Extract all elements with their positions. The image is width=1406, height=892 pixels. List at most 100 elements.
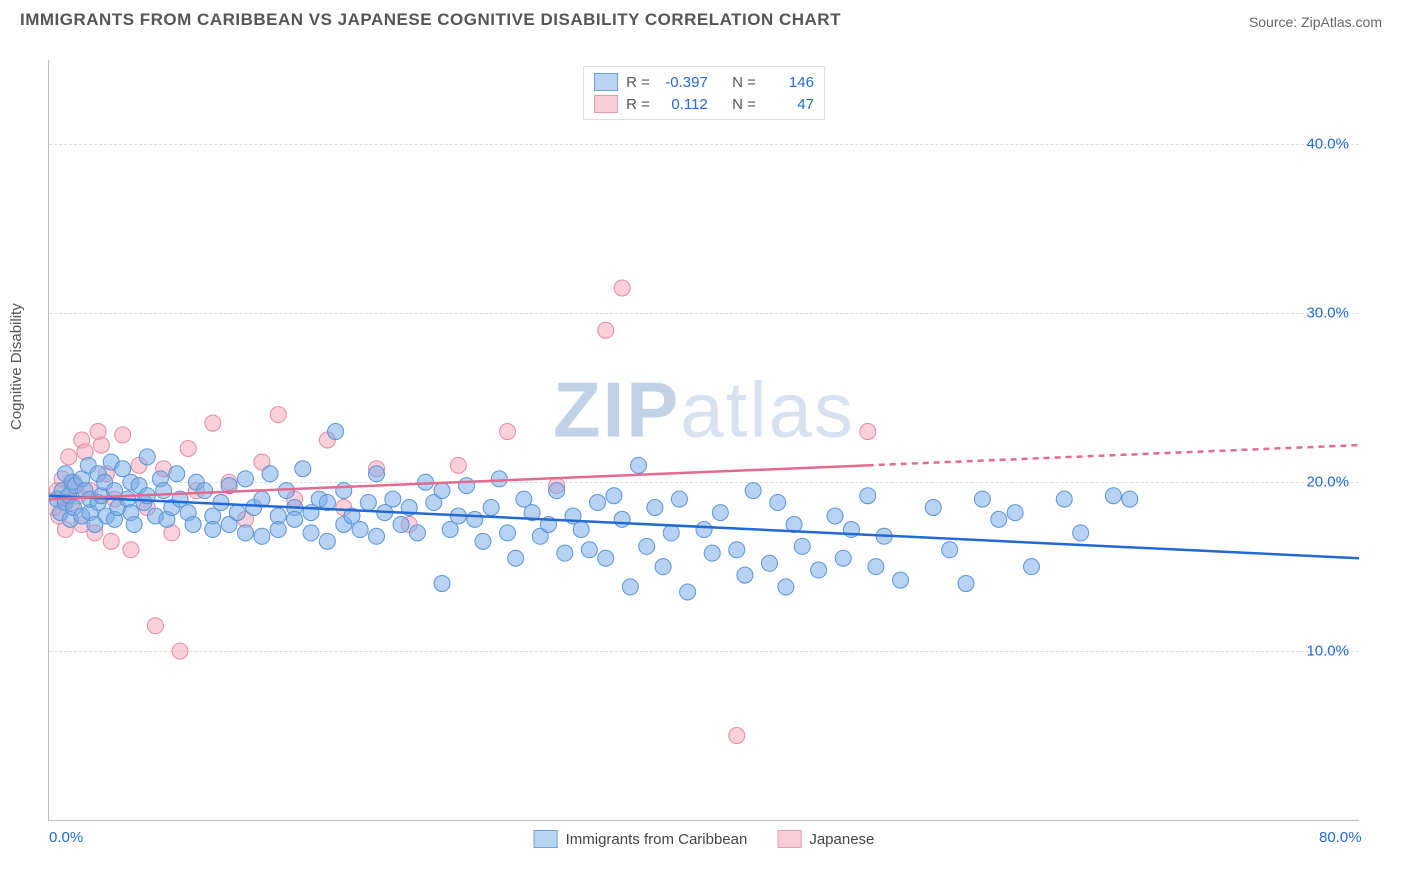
data-point: [205, 415, 221, 431]
data-point: [942, 542, 958, 558]
data-point: [1073, 525, 1089, 541]
data-point: [393, 516, 409, 532]
data-point: [762, 555, 778, 571]
scatter-plot: [49, 60, 1359, 820]
data-point: [893, 572, 909, 588]
data-point: [295, 461, 311, 477]
n-label: N =: [732, 96, 756, 113]
data-point: [1007, 505, 1023, 521]
legend-label: Immigrants from Caribbean: [566, 831, 748, 848]
data-point: [205, 522, 221, 538]
data-point: [729, 728, 745, 744]
data-point: [180, 440, 196, 456]
data-point: [1056, 491, 1072, 507]
data-point: [581, 542, 597, 558]
data-point: [270, 407, 286, 423]
data-point: [663, 525, 679, 541]
data-point: [639, 538, 655, 554]
data-point: [434, 576, 450, 592]
data-point: [835, 550, 851, 566]
data-point: [123, 542, 139, 558]
legend-stats: R = -0.397 N = 146 R =0.112 N =47: [583, 66, 825, 120]
data-point: [115, 427, 131, 443]
data-point: [868, 559, 884, 575]
data-point: [680, 584, 696, 600]
data-point: [712, 505, 728, 521]
data-point: [1024, 559, 1040, 575]
data-point: [745, 483, 761, 499]
x-tick-label: 0.0%: [49, 829, 83, 846]
data-point: [93, 437, 109, 453]
data-point: [169, 466, 185, 482]
n-value: 146: [764, 74, 814, 91]
r-value: -0.397: [658, 74, 708, 91]
legend-series: Immigrants from Caribbean Japanese: [534, 830, 875, 848]
legend-label: Japanese: [809, 831, 874, 848]
data-point: [61, 449, 77, 465]
data-point: [860, 488, 876, 504]
legend-stat-row: R = -0.397 N = 146: [594, 71, 814, 93]
data-point: [352, 522, 368, 538]
data-point: [262, 466, 278, 482]
x-tick-label: 80.0%: [1319, 829, 1362, 846]
legend-swatch: [594, 95, 618, 113]
data-point: [614, 280, 630, 296]
data-point: [229, 505, 245, 521]
data-point: [450, 457, 466, 473]
data-point: [827, 508, 843, 524]
data-point: [409, 525, 425, 541]
data-point: [811, 562, 827, 578]
data-point: [156, 483, 172, 499]
data-point: [254, 528, 270, 544]
data-point: [925, 500, 941, 516]
data-point: [434, 483, 450, 499]
data-point: [991, 511, 1007, 527]
data-point: [557, 545, 573, 561]
data-point: [794, 538, 810, 554]
data-point: [508, 550, 524, 566]
data-point: [238, 471, 254, 487]
data-point: [369, 466, 385, 482]
data-point: [737, 567, 753, 583]
r-label: R =: [626, 74, 650, 91]
data-point: [360, 494, 376, 510]
legend-stat-row: R =0.112 N =47: [594, 93, 814, 115]
chart-area: 10.0%20.0%30.0%40.0% 0.0%80.0% ZIPatlas …: [48, 60, 1359, 821]
n-label: N =: [732, 74, 756, 91]
data-point: [549, 483, 565, 499]
data-point: [238, 525, 254, 541]
data-point: [103, 533, 119, 549]
data-point: [671, 491, 687, 507]
legend-swatch: [534, 830, 558, 848]
data-point: [197, 483, 213, 499]
legend-swatch: [594, 73, 618, 91]
data-point: [1105, 488, 1121, 504]
data-point: [622, 579, 638, 595]
data-point: [369, 528, 385, 544]
data-point: [573, 522, 589, 538]
data-point: [500, 424, 516, 440]
data-point: [147, 618, 163, 634]
data-point: [328, 424, 344, 440]
data-point: [704, 545, 720, 561]
legend-item: Immigrants from Caribbean: [534, 830, 748, 848]
data-point: [614, 511, 630, 527]
data-point: [126, 516, 142, 532]
data-point: [139, 449, 155, 465]
data-point: [467, 511, 483, 527]
data-point: [590, 494, 606, 510]
legend-swatch: [777, 830, 801, 848]
source-label: Source: ZipAtlas.com: [1249, 14, 1382, 30]
data-point: [475, 533, 491, 549]
data-point: [500, 525, 516, 541]
data-point: [185, 516, 201, 532]
data-point: [270, 522, 286, 538]
data-point: [958, 576, 974, 592]
data-point: [860, 424, 876, 440]
r-label: R =: [626, 96, 650, 113]
legend-item: Japanese: [777, 830, 874, 848]
data-point: [729, 542, 745, 558]
data-point: [1122, 491, 1138, 507]
data-point: [606, 488, 622, 504]
data-point: [598, 550, 614, 566]
